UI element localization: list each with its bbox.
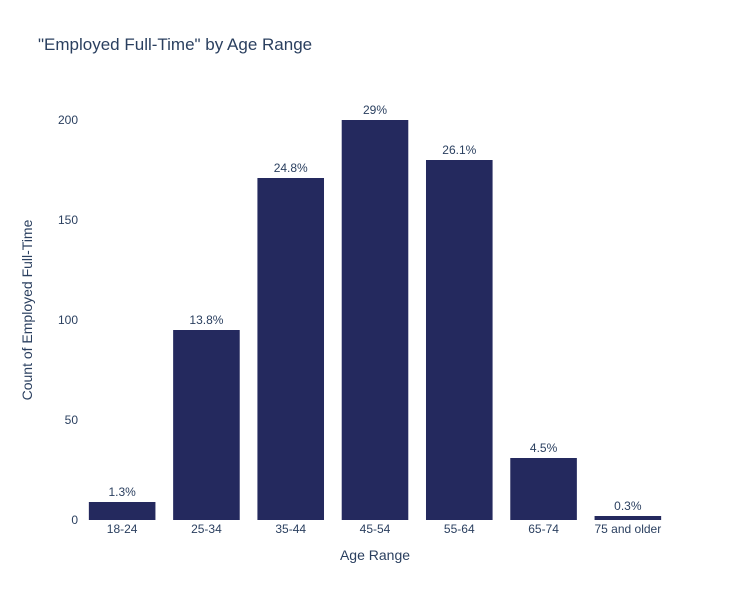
x-tick-label: 65-74 — [528, 522, 559, 536]
bar-25-34 — [173, 330, 240, 520]
bar-45-54 — [341, 120, 409, 520]
x-axis: 18-24 25-34 35-44 45-54 55-64 65-74 75 and old… — [107, 522, 661, 536]
bar-55-64 — [425, 160, 493, 520]
bar-35-44 — [257, 178, 325, 520]
x-tick-label: 25-34 — [191, 522, 222, 536]
y-tick-label: 150 — [58, 213, 78, 227]
y-tick-label: 50 — [65, 413, 79, 427]
bar-75-and-older — [594, 516, 662, 520]
bar-data-label: 4.5% — [530, 441, 558, 455]
bar-data-label: 1.3% — [108, 485, 136, 499]
bar-data-label: 24.8% — [274, 161, 308, 175]
x-tick-label: 35-44 — [275, 522, 306, 536]
x-tick-label: 55-64 — [444, 522, 475, 536]
x-tick-label: 75 and older — [594, 522, 661, 536]
bar-data-label: 29% — [363, 103, 387, 117]
bars-group: 1.3% 13.8% 24.8% 29% 26.1% 4.5% 0.3% — [88, 103, 662, 520]
y-tick-label: 200 — [58, 113, 78, 127]
chart-title: "Employed Full-Time" by Age Range — [38, 35, 312, 54]
x-tick-label: 18-24 — [107, 522, 138, 536]
y-axis: 0 50 100 150 200 — [58, 113, 78, 527]
bar-data-label: 13.8% — [189, 313, 223, 327]
bar-data-label: 0.3% — [614, 499, 642, 513]
y-axis-title: Count of Employed Full-Time — [19, 219, 35, 400]
y-tick-label: 0 — [71, 513, 78, 527]
bar-65-74 — [510, 458, 577, 520]
bar-data-label: 26.1% — [442, 143, 476, 157]
y-tick-label: 100 — [58, 313, 78, 327]
x-axis-title: Age Range — [340, 547, 410, 563]
bar-18-24 — [88, 502, 156, 520]
x-tick-label: 45-54 — [360, 522, 391, 536]
